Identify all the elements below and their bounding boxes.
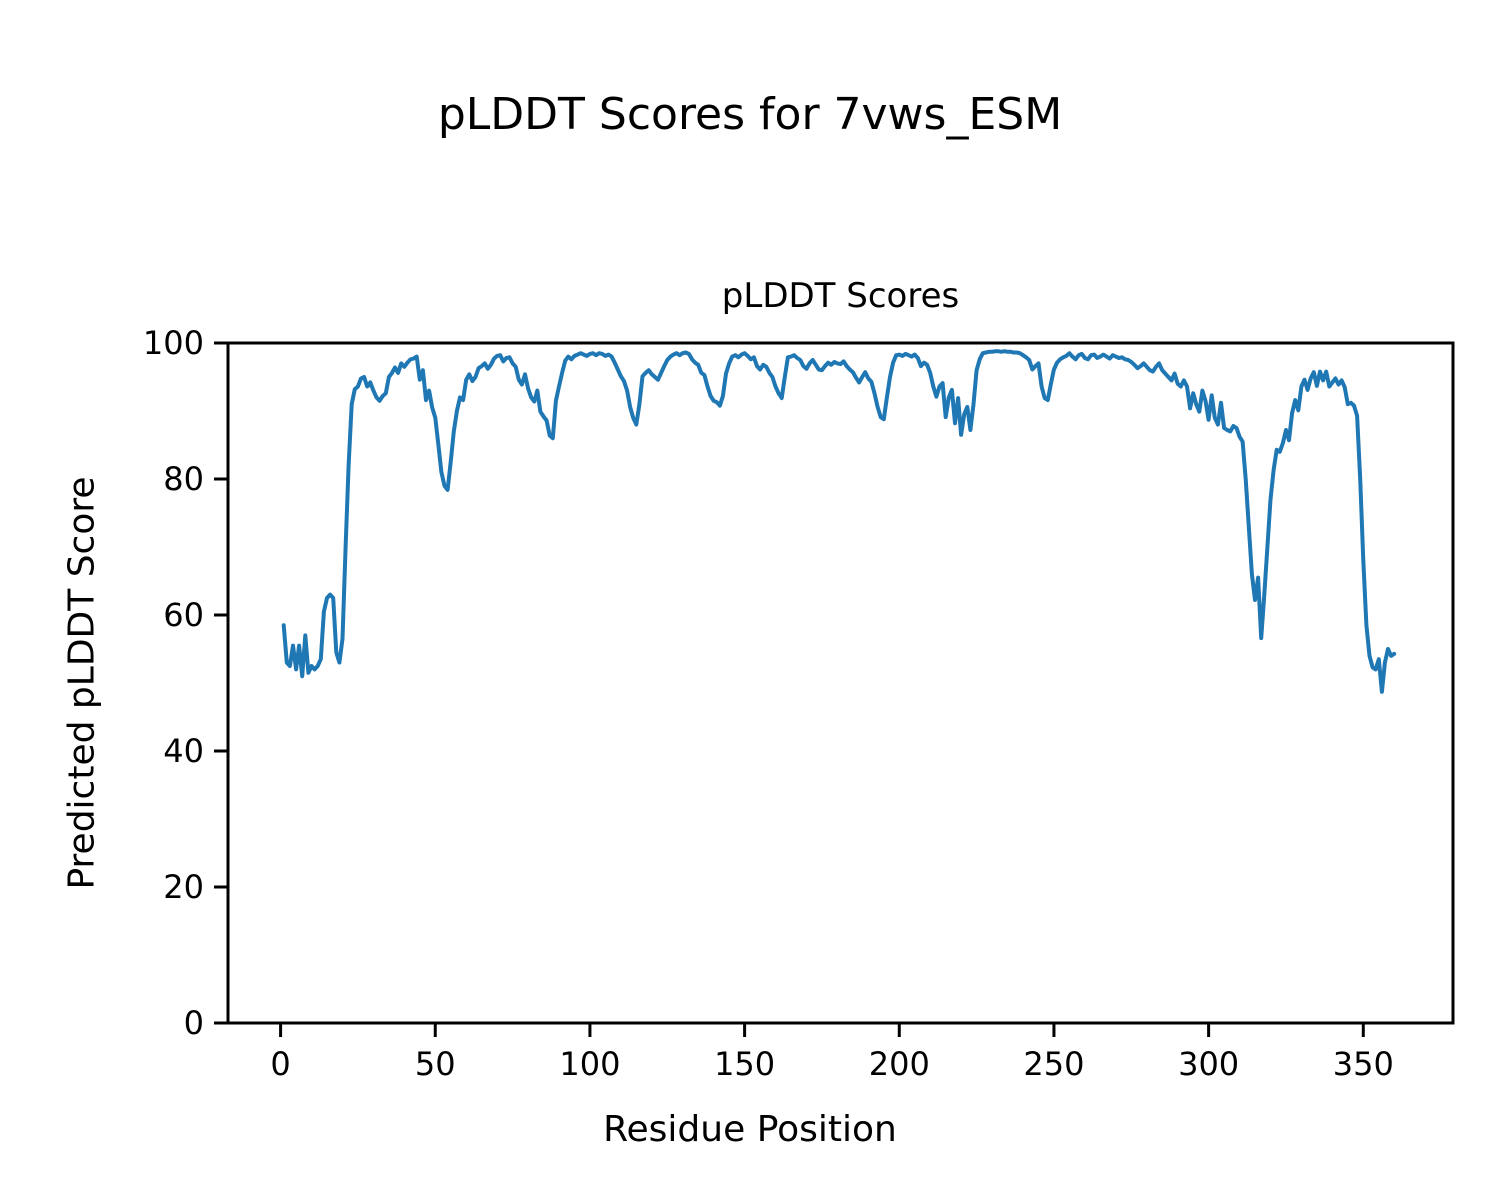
- x-tick-label: 350: [1333, 1045, 1394, 1083]
- x-tick-label: 0: [270, 1045, 290, 1083]
- axes-title: pLDDT Scores: [721, 276, 960, 316]
- x-tick-label: 100: [559, 1045, 620, 1083]
- x-tick-label: 150: [714, 1045, 775, 1083]
- x-tick-label: 250: [1023, 1045, 1084, 1083]
- y-tick-label: 60: [163, 596, 204, 634]
- y-tick-label: 40: [163, 732, 204, 770]
- plddt-line: [281, 349, 1397, 694]
- x-tick-label: 200: [869, 1045, 930, 1083]
- figure-title: pLDDT Scores for 7vws_ESM: [437, 89, 1063, 140]
- axes-spines: [226, 341, 1455, 1025]
- y-tick-label: 80: [163, 460, 204, 498]
- x-tick-label: 50: [415, 1045, 456, 1083]
- x-axis-label: Residue Position: [603, 1109, 897, 1150]
- y-tick-label: 20: [163, 868, 204, 906]
- x-tick-label: 300: [1178, 1045, 1239, 1083]
- y-tick-label: 0: [184, 1004, 204, 1042]
- y-tick-label: 100: [143, 324, 204, 362]
